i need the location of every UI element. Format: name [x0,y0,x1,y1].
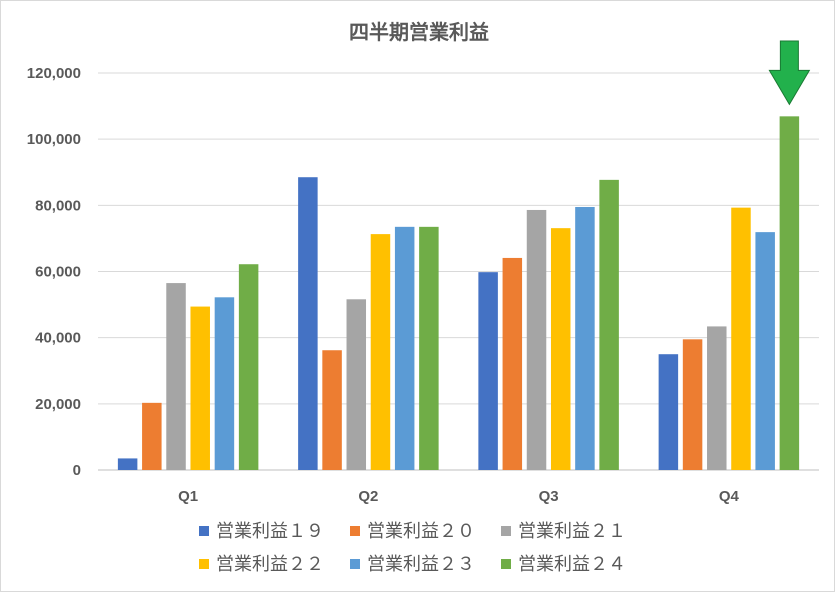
bar [575,206,595,471]
y-tick-label: 80,000 [35,197,81,214]
x-tick-label: Q4 [719,488,740,505]
bar [502,257,523,470]
legend-item-label: 営業利益２４ [518,554,626,575]
legend-item-label: 営業利益２３ [367,554,475,575]
bar [370,234,391,470]
y-tick-label: 0 [73,462,81,479]
y-tick-label: 100,000 [27,131,81,148]
bar [117,458,138,470]
legend-item-label: 営業利益２０ [367,521,475,542]
down-arrow-icon [768,40,811,106]
legend-swatch [199,559,209,569]
x-tick-label: Q3 [539,488,559,505]
bar [298,177,318,470]
bar [322,350,342,470]
legend-swatch [501,526,511,536]
bar [478,272,498,470]
y-tick-label: 60,000 [35,264,81,281]
bar [214,297,235,470]
bar [346,299,367,470]
bar [190,306,210,470]
bar [419,226,439,470]
bar [658,354,679,470]
x-tick-label: Q2 [358,488,378,505]
legend-item-label: 営業利益２１ [518,521,626,542]
bar [682,339,703,470]
bar [550,228,571,470]
bar [755,232,775,470]
y-tick-label: 40,000 [35,330,81,347]
legend-swatch [501,559,511,569]
x-axis-ticks: Q1 Q2 Q3 Q4 [178,488,739,505]
bar [166,283,186,470]
y-tick-label: 20,000 [35,396,81,413]
bar [238,264,259,470]
bar [599,179,619,470]
legend-swatch [350,526,360,536]
legend-swatch [199,526,209,536]
bar [707,326,727,470]
legend: 営業利益１９ 営業利益２０ 営業利益２１ 営業利益２２ 営業利益２３ 営業利益２４ [199,521,626,575]
legend-item-label: 営業利益２２ [216,554,324,575]
annotation [768,40,811,106]
y-tick-label: 120,000 [27,65,81,82]
bar [394,226,415,470]
bar [731,207,751,470]
x-tick-label: Q1 [178,488,198,505]
bars [117,116,800,471]
legend-item-label: 営業利益１９ [216,521,324,542]
chart-title: 四半期営業利益 [349,20,489,44]
bar [779,116,800,470]
legend-swatch [350,559,360,569]
y-axis-ticks: 0 20,000 40,000 60,000 80,000 100,000 120,000 [27,65,81,479]
bar [526,209,547,470]
bar [142,402,162,470]
